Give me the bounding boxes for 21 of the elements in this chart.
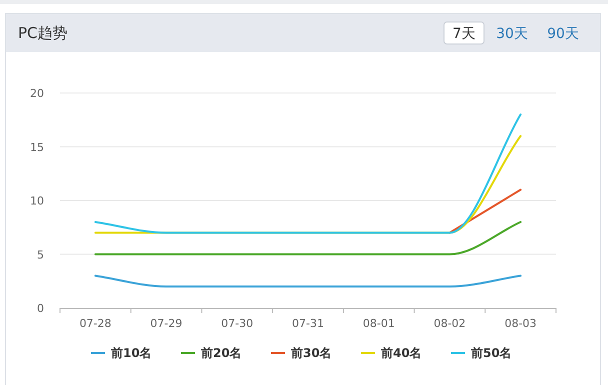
text: 7天	[452, 26, 476, 42]
y-tick-label: 5	[37, 248, 44, 262]
legend-label: 前20名	[200, 346, 242, 360]
y-tick-label: 10	[30, 194, 44, 208]
legend-label: 前50名	[470, 346, 512, 360]
y-tick-label: 20	[30, 87, 44, 100]
x-tick-label: 08-03	[504, 317, 537, 330]
text: 30天	[496, 26, 528, 42]
legend-label: 前30名	[290, 346, 332, 360]
legend-label: 前10名	[110, 346, 152, 360]
x-tick-label: 07-31	[292, 317, 324, 330]
text: 90天	[547, 26, 579, 42]
legend-label: 前40名	[380, 346, 422, 360]
y-tick-label: 0	[37, 302, 44, 315]
x-tick-label: 07-29	[150, 317, 182, 330]
x-tick-label: 08-02	[434, 317, 466, 330]
x-tick-label: 08-01	[362, 317, 395, 330]
chart-title: PC趋势	[18, 24, 68, 42]
y-tick-label: 15	[30, 140, 44, 154]
x-tick-label: 07-28	[79, 317, 112, 330]
x-tick-label: 07-30	[221, 317, 254, 330]
